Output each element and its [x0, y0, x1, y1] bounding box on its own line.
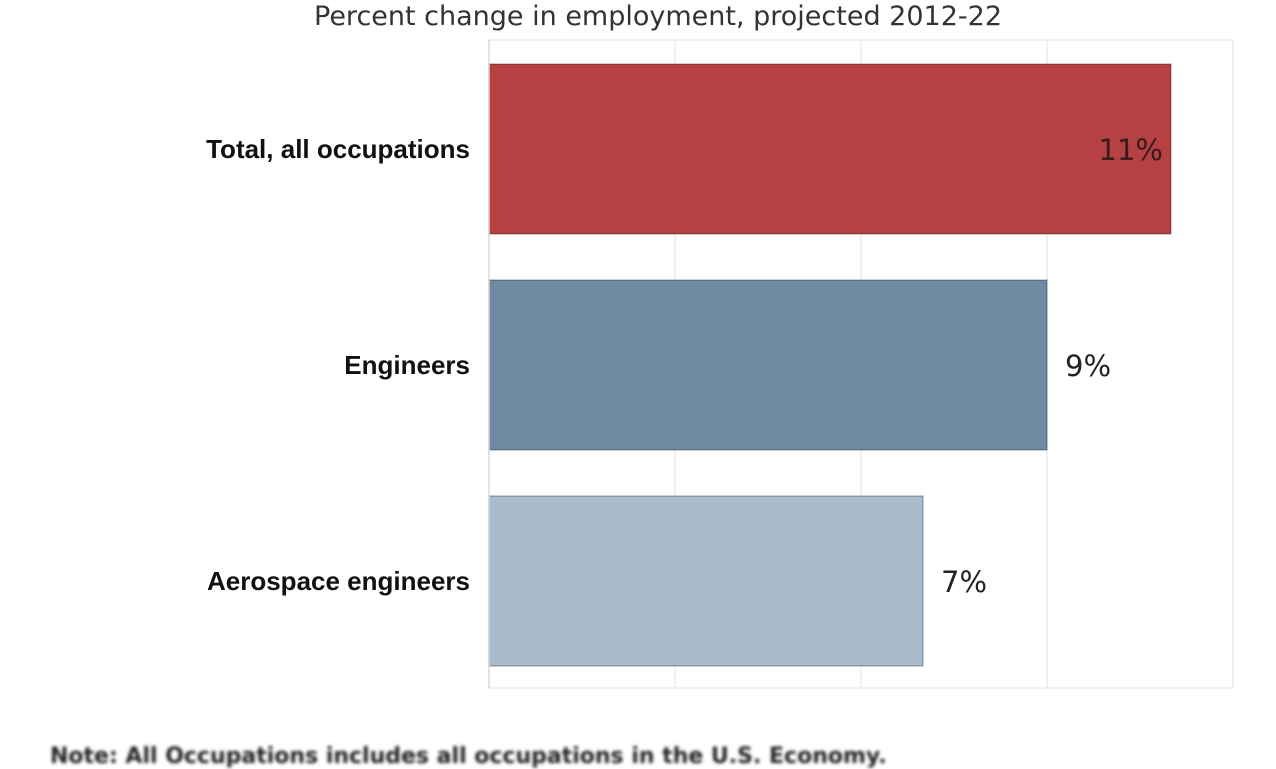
data-label: 11% [1099, 133, 1163, 167]
category-label: Engineers [344, 350, 470, 380]
chart-note: Note: All Occupations includes all occup… [50, 744, 887, 769]
bar [488, 495, 924, 667]
category-label: Aerospace engineers [207, 566, 470, 596]
data-label: 7% [941, 565, 987, 599]
bar [488, 63, 1172, 235]
chart-title: Percent change in employment, projected … [314, 1, 1002, 32]
bar [488, 279, 1048, 451]
data-label: 9% [1065, 349, 1111, 383]
category-label: Total, all occupations [206, 134, 470, 164]
